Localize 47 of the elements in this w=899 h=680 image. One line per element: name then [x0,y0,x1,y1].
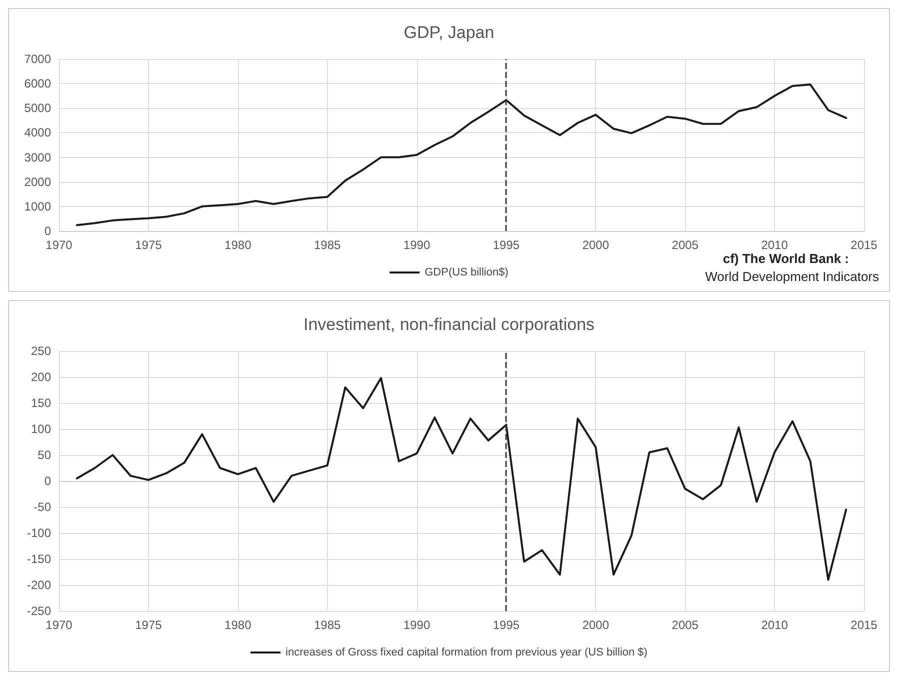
y-tick-label: 0 [44,474,52,488]
y-tick-label: 4000 [24,126,52,140]
x-tick-label: 1990 [403,618,430,632]
y-tick-label: 200 [30,370,52,384]
y-tick-label: 0 [44,224,52,238]
x-tick-label: 2010 [761,618,788,632]
y-tick-label: 250 [30,344,52,358]
legend-label: increases of Gross fixed capital formation from previous year (US billion $) [286,646,648,658]
y-tick-label: 50 [38,448,52,462]
y-tick-label: 6000 [24,76,52,91]
x-tick-label: 1985 [314,618,342,632]
text: cf) The World Bank : [722,251,850,266]
x-tick-label: 1985 [314,238,342,252]
x-tick-label: 1995 [492,618,520,632]
chart-title: GDP, Japan [404,23,494,42]
y-tick-label: -100 [26,526,52,540]
y-tick-label: 100 [30,422,52,436]
x-tick-label: 2000 [582,238,610,252]
x-tick-label: 1975 [135,618,162,632]
y-tick-label: 2000 [24,174,52,189]
x-tick-label: 1970 [46,238,73,252]
text: World Development Indicators [705,269,880,284]
x-tick-label: 1970 [46,618,73,632]
x-tick-label: 1980 [224,618,252,632]
y-tick-label: 7000 [24,52,52,66]
legend-label: GDP(US billion$) [424,266,508,278]
x-tick-label: 2000 [582,618,610,632]
y-tick-label: -250 [26,604,52,618]
x-tick-label: 2005 [672,618,699,632]
line-series [76,377,848,581]
x-tick-label: 1995 [492,238,520,252]
y-tick-label: -150 [26,552,52,566]
x-tick-label: 1980 [224,238,252,252]
y-tick-label: 1000 [24,199,52,214]
y-tick-label: -50 [34,500,52,514]
x-tick-label: 1975 [135,238,162,252]
y-tick-label: 150 [30,396,52,410]
x-tick-label: 1990 [403,238,430,252]
line-series [76,84,848,226]
y-tick-label: -200 [26,578,52,592]
x-tick-label: 2015 [850,618,878,632]
y-tick-label: 5000 [24,101,52,116]
chart-title: Investiment, non-financial corporations [303,315,595,334]
x-tick-label: 2015 [850,238,878,252]
y-tick-label: 3000 [24,150,52,164]
x-tick-label: 2010 [761,238,788,252]
x-tick-label: 2005 [672,238,699,252]
